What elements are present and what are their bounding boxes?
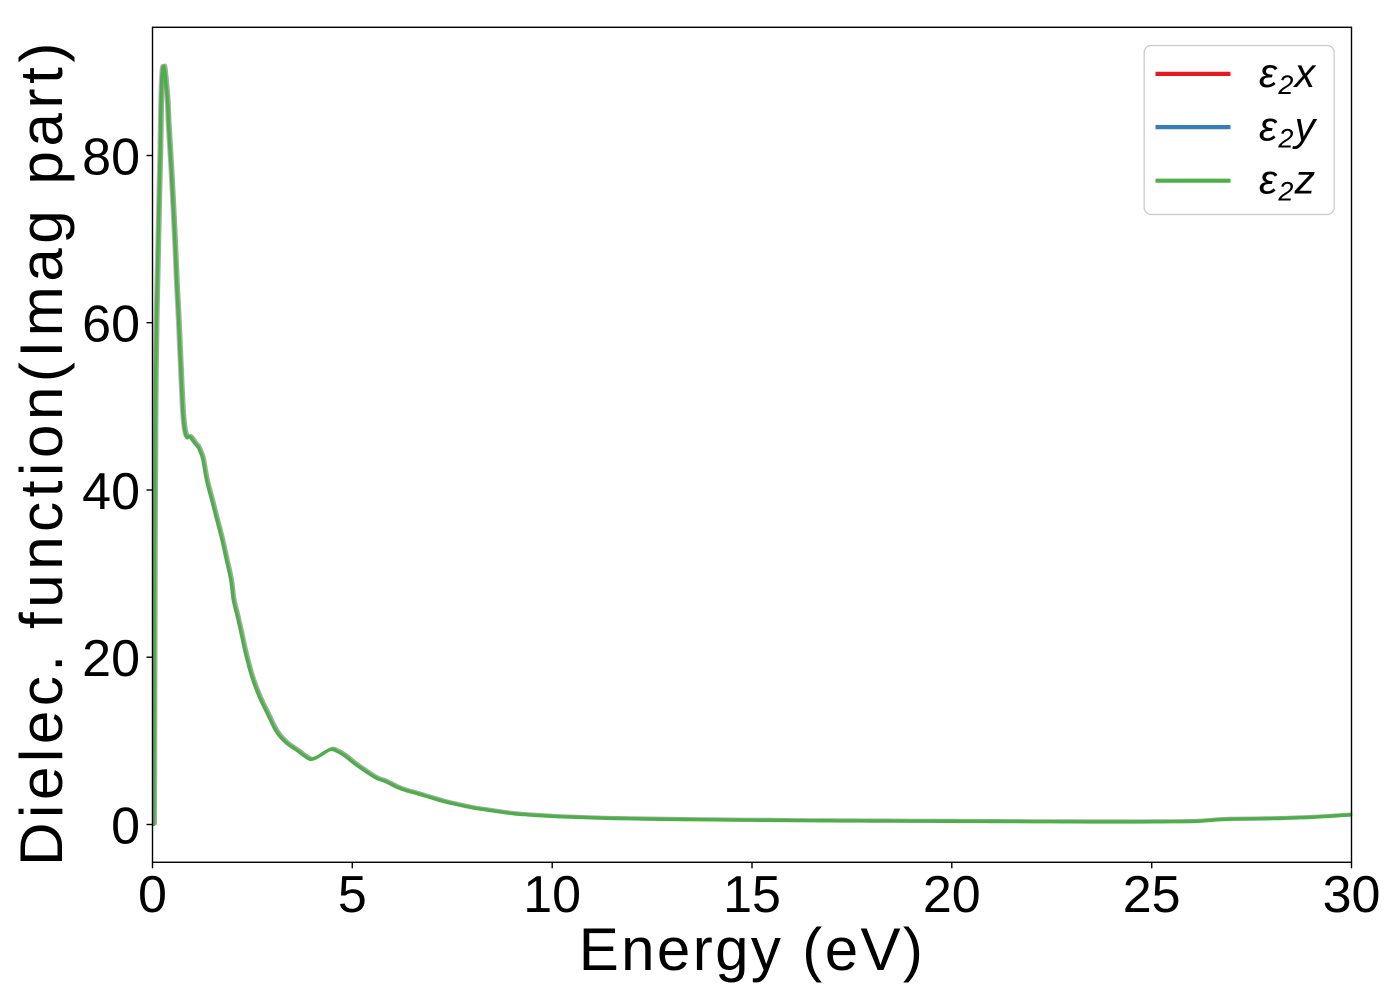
svg-text:20: 20 bbox=[82, 630, 140, 688]
svg-text:80: 80 bbox=[82, 129, 140, 187]
svg-text:0: 0 bbox=[111, 798, 140, 856]
svg-text:40: 40 bbox=[82, 463, 140, 521]
svg-text:30: 30 bbox=[1323, 866, 1381, 924]
svg-text:ε2y: ε2y bbox=[1259, 103, 1318, 153]
svg-text:60: 60 bbox=[82, 296, 140, 354]
svg-text:5: 5 bbox=[338, 866, 367, 924]
svg-text:Energy (eV): Energy (eV) bbox=[579, 916, 926, 983]
svg-text:Dielec. function(Imag part): Dielec. function(Imag part) bbox=[8, 38, 75, 866]
svg-text:0: 0 bbox=[138, 866, 167, 924]
svg-text:15: 15 bbox=[723, 866, 781, 924]
svg-text:10: 10 bbox=[523, 866, 581, 924]
svg-text:ε2z: ε2z bbox=[1259, 157, 1316, 207]
svg-text:25: 25 bbox=[1123, 866, 1181, 924]
svg-text:20: 20 bbox=[923, 866, 981, 924]
